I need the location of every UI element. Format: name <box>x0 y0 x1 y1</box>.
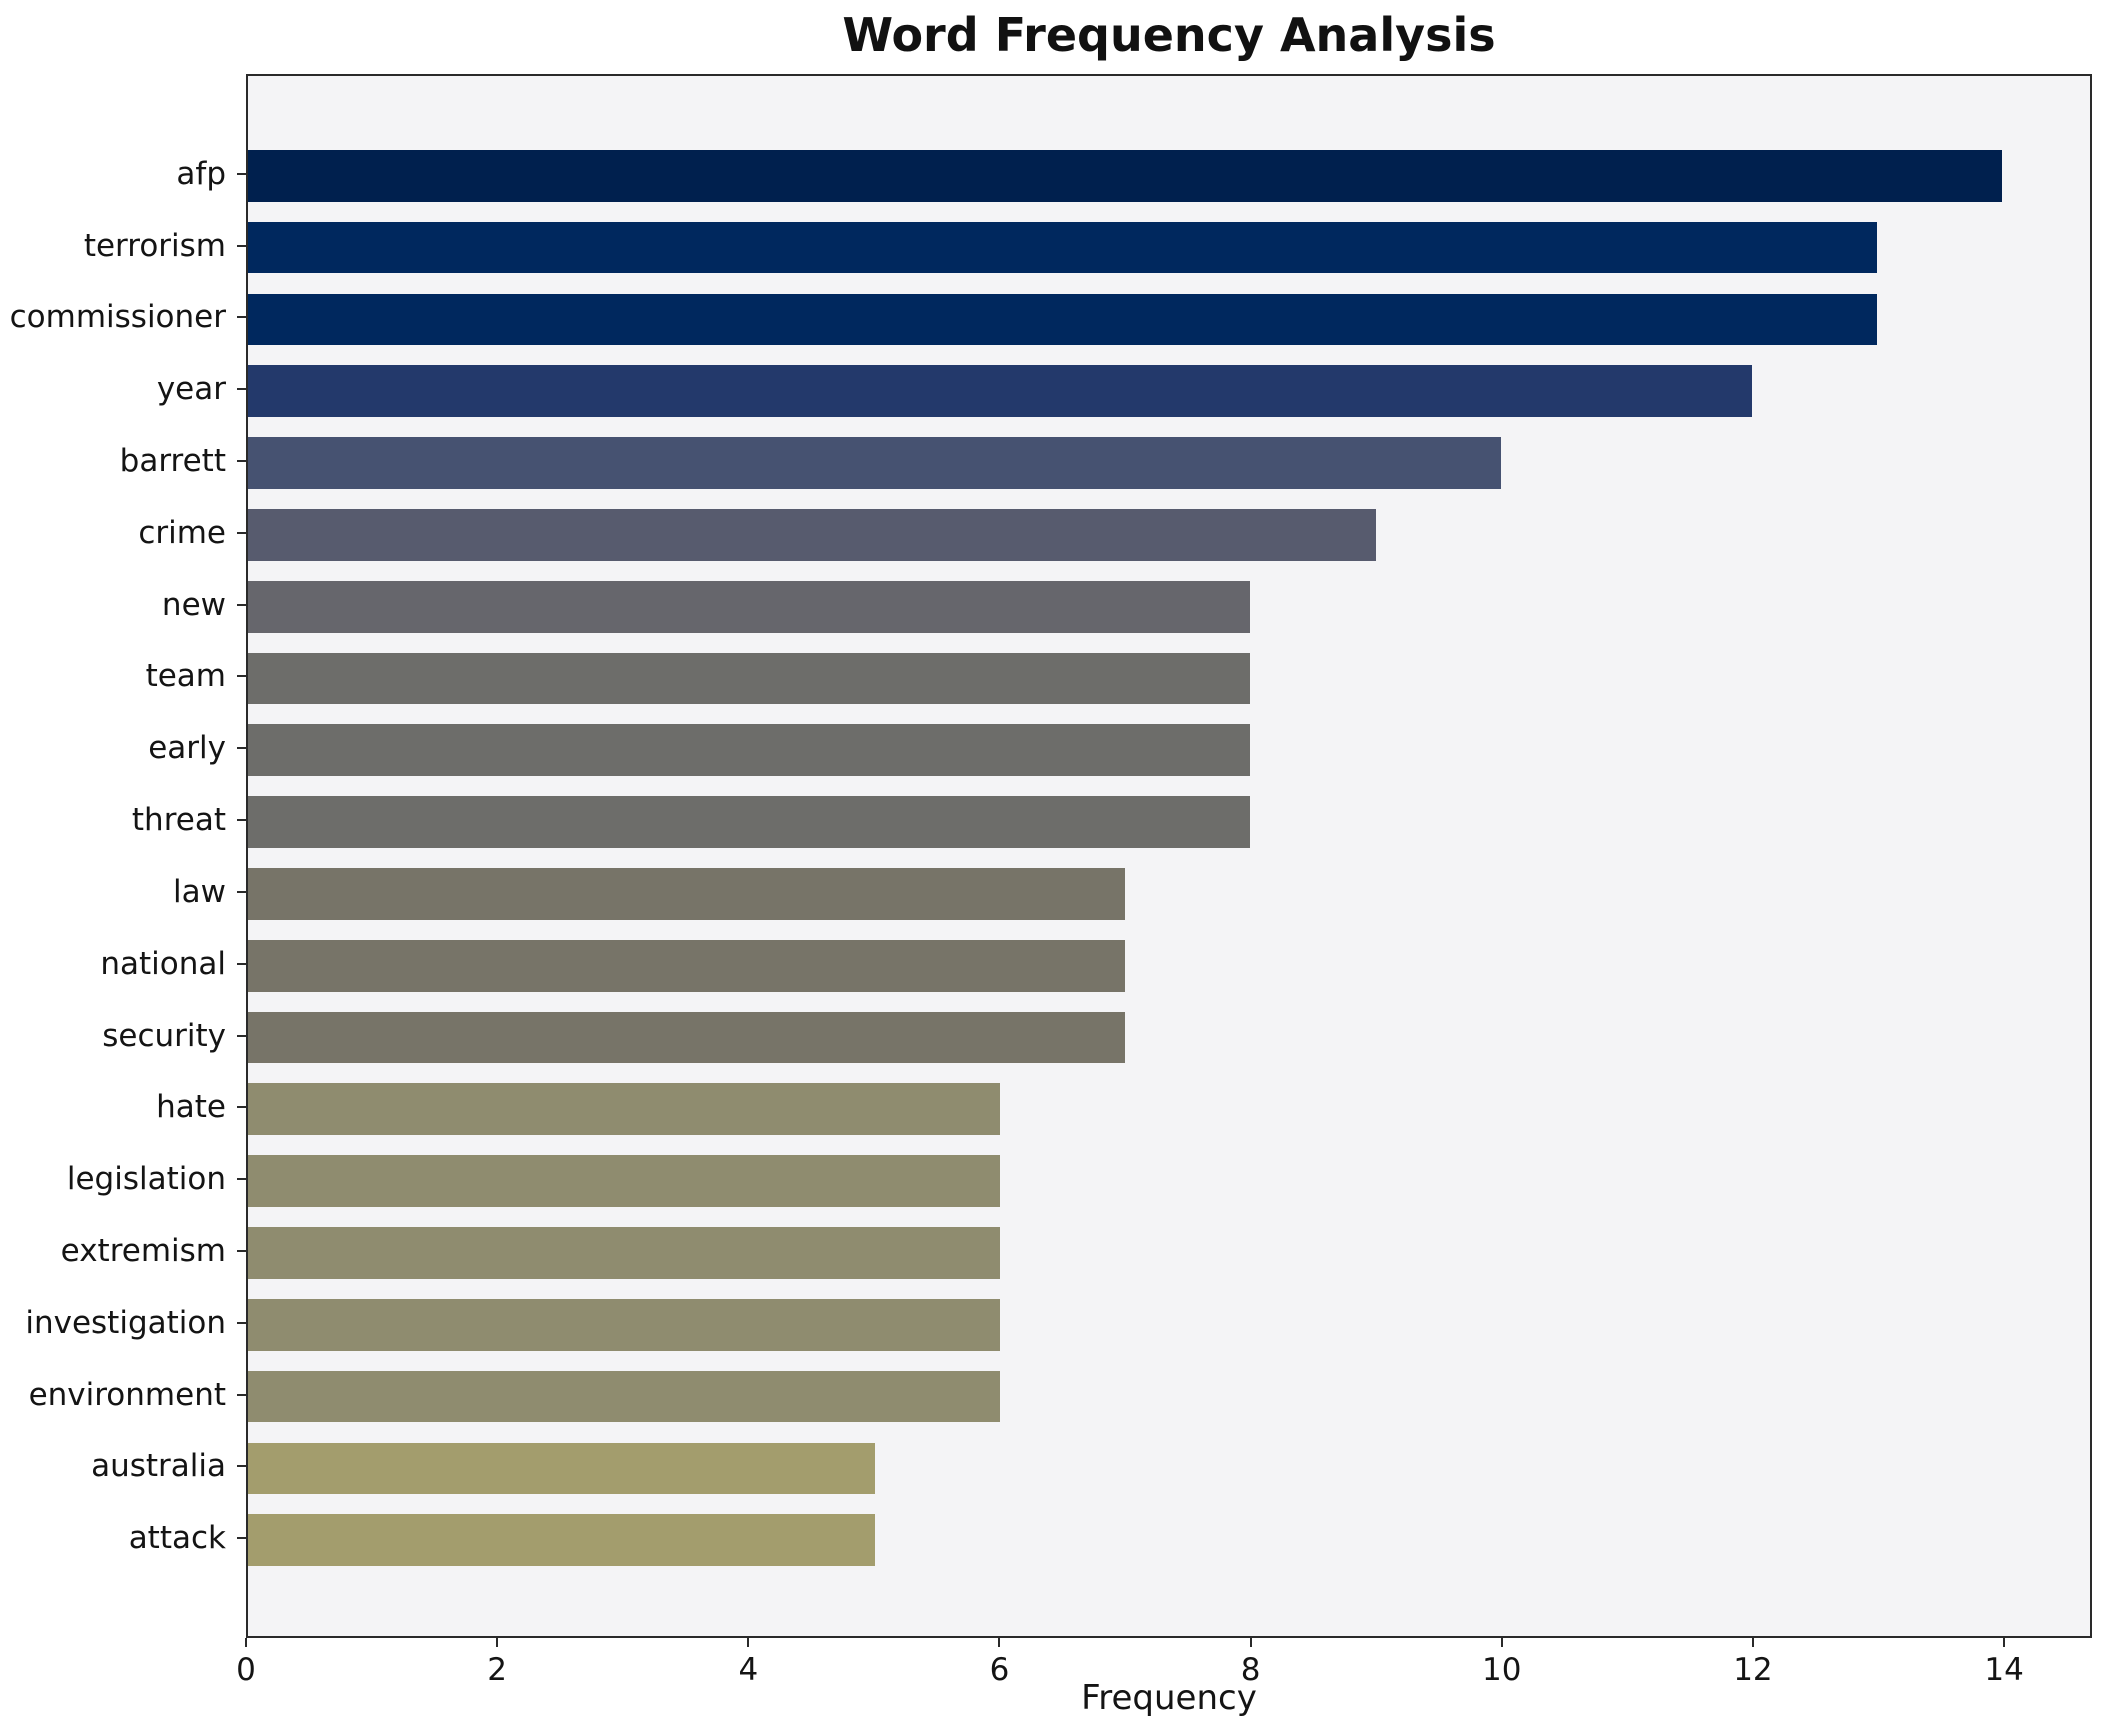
bar-commissioner <box>248 293 1877 346</box>
bar-afp <box>248 149 2003 202</box>
x-tick-label-10: 10 <box>1482 1652 1522 1688</box>
x-axis: 0 2 4 6 8 10 12 14 <box>236 1638 2092 1698</box>
bar-barrett <box>248 437 1502 489</box>
y-tick-label-security: security <box>102 1017 226 1054</box>
x-tick-mark <box>496 1638 499 1647</box>
y-tick-mark <box>237 819 246 822</box>
x-tick-label-4: 4 <box>738 1652 759 1688</box>
x-tick-mark <box>1249 1638 1252 1647</box>
y-tick-mark <box>237 172 246 175</box>
bar-crime <box>248 509 1376 561</box>
y-tick-label-attack: attack <box>128 1520 226 1557</box>
y-tick-label-legislation: legislation <box>66 1161 226 1198</box>
bar-hate <box>248 1083 1000 1136</box>
bar-early <box>248 724 1251 777</box>
y-tick-label-extremism: extremism <box>60 1232 226 1269</box>
y-tick-mark <box>237 1249 246 1252</box>
y-tick-label-terrorism: terrorism <box>83 227 226 264</box>
y-tick-mark <box>237 603 246 606</box>
y-tick-label-threat: threat <box>131 802 226 839</box>
y-tick-mark <box>237 1321 246 1324</box>
x-tick-mark <box>1751 1638 1754 1647</box>
y-tick-mark <box>237 1537 246 1540</box>
bar-legislation <box>248 1155 1000 1207</box>
x-tick-mark <box>1500 1638 1503 1647</box>
y-tick-label-law: law <box>173 873 226 910</box>
x-tick-label-8: 8 <box>1240 1652 1261 1688</box>
bar-national <box>248 939 1126 992</box>
y-axis: afp terrorism commissioner year barrett crime… <box>0 74 246 1638</box>
y-tick-mark <box>237 388 246 391</box>
x-tick-label-2: 2 <box>487 1652 508 1688</box>
y-tick-label-new: new <box>161 586 226 623</box>
x-tick-label-14: 14 <box>1984 1652 2024 1688</box>
y-tick-mark <box>237 1393 246 1396</box>
x-tick-label-6: 6 <box>989 1652 1010 1688</box>
y-tick-mark <box>237 962 246 965</box>
y-tick-label-national: national <box>100 945 226 982</box>
bar-extremism <box>248 1227 1000 1279</box>
bar-investigation <box>248 1298 1000 1351</box>
y-tick-mark <box>237 1178 246 1181</box>
y-tick-label-crime: crime <box>138 514 226 551</box>
x-tick-mark <box>2003 1638 2006 1647</box>
bar-new <box>248 580 1251 633</box>
bar-team <box>248 652 1251 705</box>
x-tick-mark <box>998 1638 1001 1647</box>
y-tick-label-year: year <box>156 371 226 408</box>
chart-title: Word Frequency Analysis <box>842 8 1496 62</box>
x-axis-label: Frequency <box>1081 1678 1257 1718</box>
x-tick-mark <box>245 1638 247 1647</box>
x-tick-label-0: 0 <box>236 1652 256 1688</box>
y-tick-mark <box>237 890 246 893</box>
y-tick-label-hate: hate <box>156 1089 226 1126</box>
y-tick-label-environment: environment <box>28 1376 226 1413</box>
bar-australia <box>248 1442 875 1495</box>
y-tick-label-team: team <box>145 658 226 695</box>
bar-security <box>248 1011 1126 1064</box>
y-tick-mark <box>237 1465 246 1468</box>
y-tick-label-afp: afp <box>176 155 226 192</box>
bar-environment <box>248 1370 1000 1423</box>
y-tick-label-barrett: barrett <box>119 443 226 480</box>
y-tick-mark <box>237 747 246 750</box>
plot-area <box>246 74 2092 1638</box>
bar-attack <box>248 1514 875 1567</box>
y-tick-mark <box>237 316 246 319</box>
y-tick-mark <box>237 531 246 534</box>
bar-law <box>248 868 1126 920</box>
x-tick-label-12: 12 <box>1733 1652 1773 1688</box>
x-tick-mark <box>747 1638 750 1647</box>
y-tick-mark <box>237 460 246 463</box>
y-tick-mark <box>237 244 246 247</box>
y-tick-label-commissioner: commissioner <box>9 299 226 336</box>
bar-threat <box>248 796 1251 848</box>
y-tick-label-investigation: investigation <box>25 1304 226 1341</box>
y-tick-mark <box>237 1106 246 1109</box>
y-tick-mark <box>237 1034 246 1037</box>
y-tick-mark <box>237 675 246 678</box>
bar-terrorism <box>248 221 1877 274</box>
bar-year <box>248 365 1752 418</box>
y-tick-label-australia: australia <box>91 1448 226 1485</box>
y-tick-label-early: early <box>148 730 226 767</box>
